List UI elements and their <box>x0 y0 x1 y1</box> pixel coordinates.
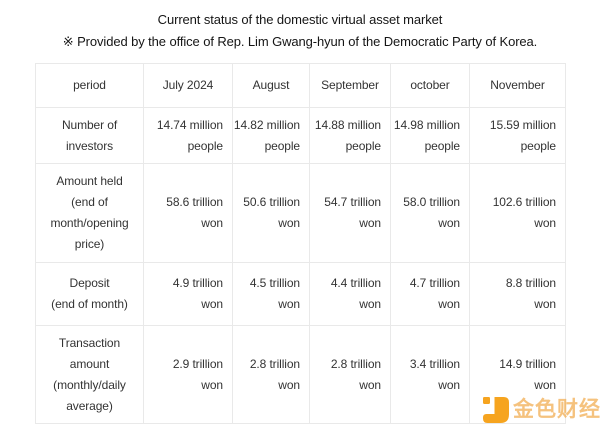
table-row-amount-held: Amount held (end of month/opening price)… <box>35 163 566 263</box>
value-cell: 58.6 trillion won <box>143 163 233 263</box>
column-header-period: period <box>35 63 144 108</box>
row-label: Deposit (end of month) <box>35 262 144 326</box>
column-header-july-2024: July 2024 <box>143 63 233 108</box>
page-title: Current status of the domestic virtual a… <box>157 12 443 27</box>
row-label: Amount held (end of month/opening price) <box>35 163 144 263</box>
value-cell: 2.8 trillion won <box>232 325 310 424</box>
value-cell: 14.98 million people <box>390 107 470 164</box>
value-cell: 15.59 million people <box>469 107 566 164</box>
table-row-deposit: Deposit (end of month) 4.9 trillion won … <box>35 262 566 326</box>
value-cell: 50.6 trillion won <box>232 163 310 263</box>
row-label: Number of investors <box>35 107 144 164</box>
value-cell: 2.9 trillion won <box>143 325 233 424</box>
value-cell: 4.4 trillion won <box>309 262 391 326</box>
data-table: period July 2024 August September octobe… <box>35 63 566 424</box>
value-cell: 4.5 trillion won <box>232 262 310 326</box>
value-cell: 2.8 trillion won <box>309 325 391 424</box>
value-cell: 4.7 trillion won <box>390 262 470 326</box>
golden-finance-logo-icon <box>483 397 509 423</box>
page-subtitle: ※ Provided by the office of Rep. Lim Gwa… <box>62 34 538 49</box>
column-header-november: November <box>469 63 566 108</box>
value-cell: 54.7 trillion won <box>309 163 391 263</box>
value-cell: 14.74 million people <box>143 107 233 164</box>
value-cell: 58.0 trillion won <box>390 163 470 263</box>
column-header-october: october <box>390 63 470 108</box>
value-cell: 14.9 trillion won <box>469 325 566 424</box>
watermark: 金色财经 <box>483 397 600 423</box>
column-header-august: August <box>232 63 310 108</box>
value-cell: 102.6 trillion won <box>469 163 566 263</box>
value-cell: 8.8 trillion won <box>469 262 566 326</box>
table-header-row: period July 2024 August September octobe… <box>35 63 566 108</box>
table-row-transaction-amount: Transaction amount (monthly/daily averag… <box>35 325 566 424</box>
table-row-number-of-investors: Number of investors 14.74 million people… <box>35 107 566 164</box>
watermark-brand-text: 金色财经 <box>513 398 600 421</box>
value-cell: 14.88 million people <box>309 107 391 164</box>
value-cell: 14.82 million people <box>232 107 310 164</box>
row-label: Transaction amount (monthly/daily averag… <box>35 325 144 424</box>
column-header-september: September <box>309 63 391 108</box>
value-cell: 4.9 trillion won <box>143 262 233 326</box>
value-cell: 3.4 trillion won <box>390 325 470 424</box>
